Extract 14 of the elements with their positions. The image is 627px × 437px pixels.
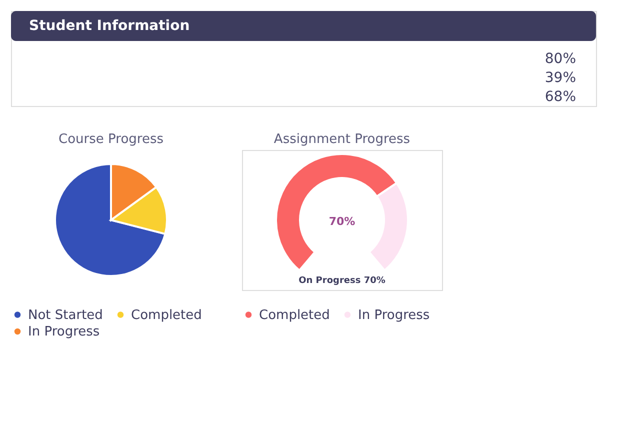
legend-label: In Progress bbox=[358, 308, 430, 323]
pie-slice bbox=[54, 163, 166, 277]
legend-label: Completed bbox=[131, 308, 202, 323]
text: On Progress 70% bbox=[298, 276, 386, 286]
text: 68% bbox=[544, 89, 576, 105]
chart-title: Course Progress bbox=[58, 132, 164, 147]
text: 39% bbox=[544, 70, 576, 86]
chart-title: Assignment Progress bbox=[274, 132, 410, 147]
text: 80% bbox=[544, 51, 576, 67]
legend-label: Completed bbox=[259, 308, 330, 323]
text: Student Information bbox=[29, 18, 190, 34]
legend-label: In Progress bbox=[28, 324, 100, 340]
legend-label: Not Started bbox=[28, 308, 103, 323]
text: 70% bbox=[328, 215, 356, 228]
